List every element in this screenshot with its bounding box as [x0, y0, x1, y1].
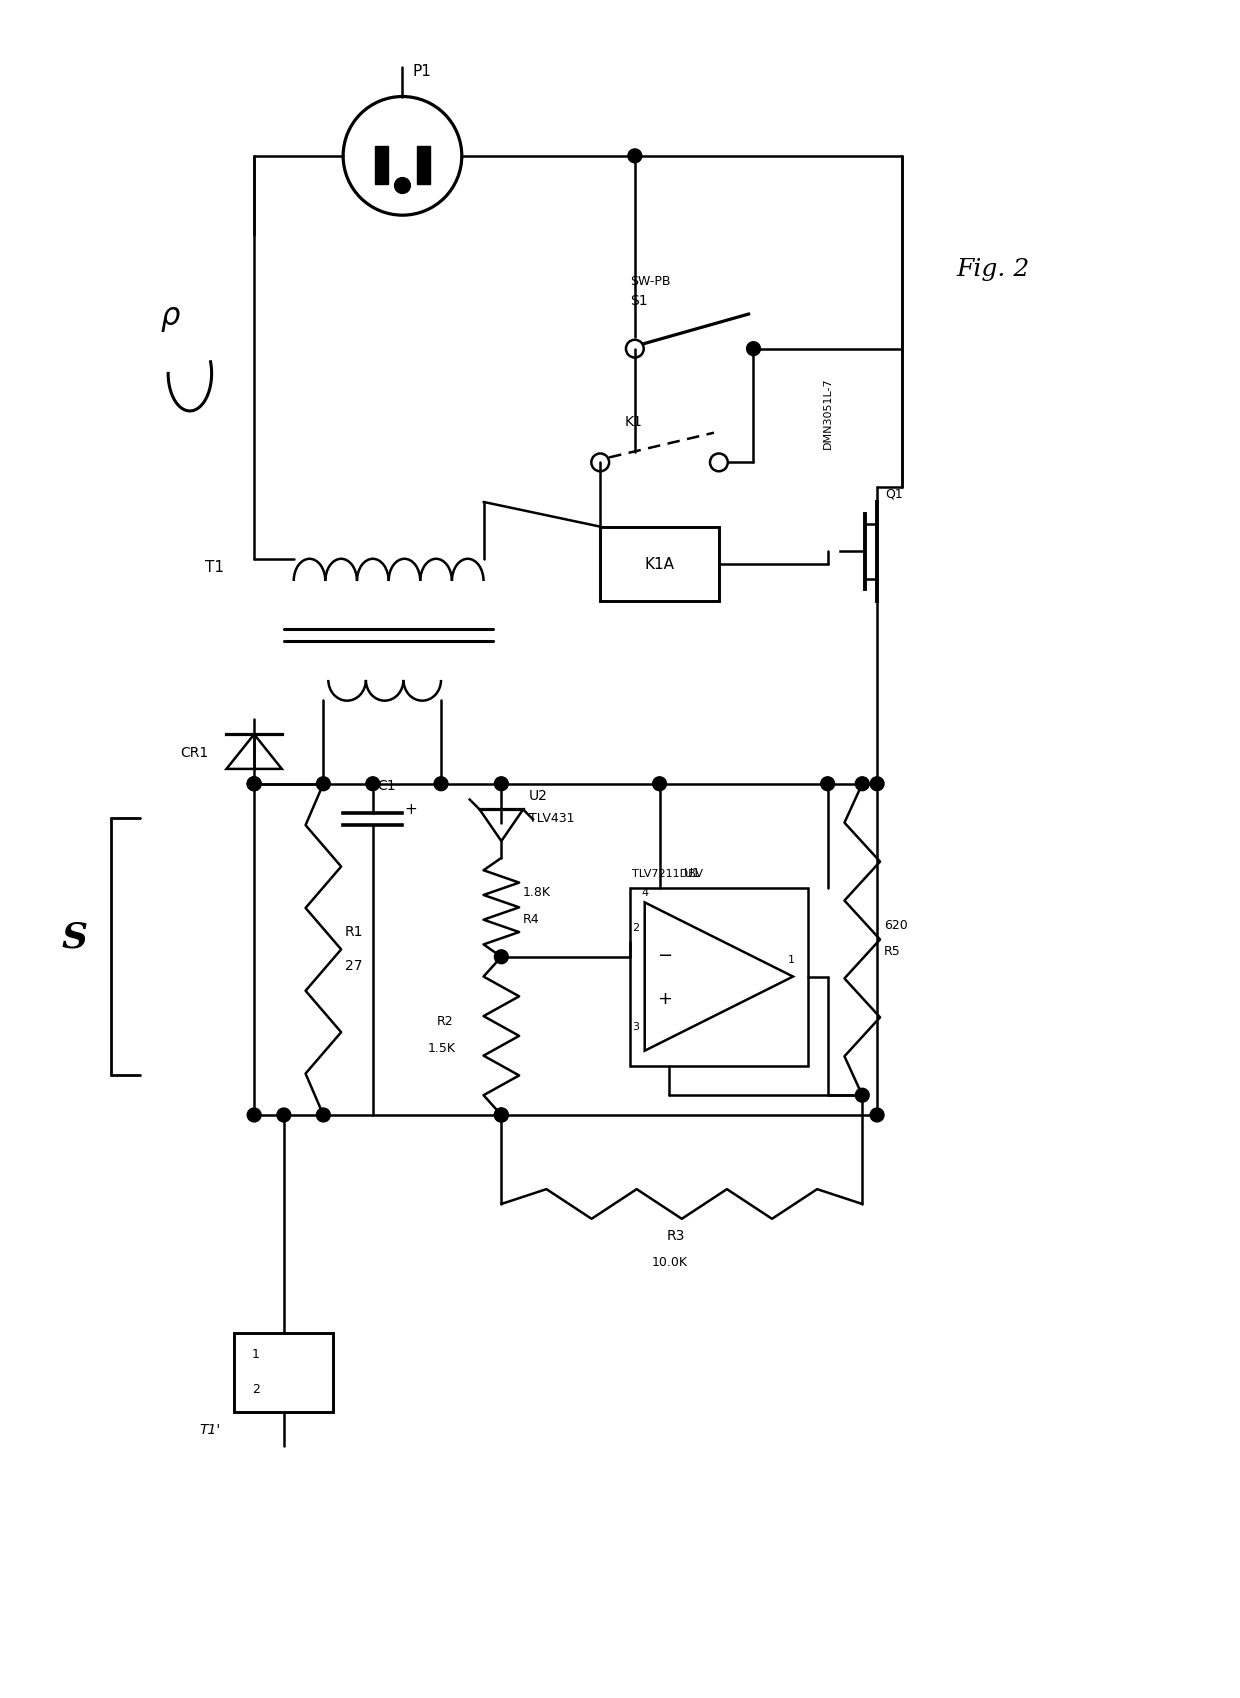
Circle shape — [870, 1109, 884, 1122]
Circle shape — [652, 778, 666, 791]
Text: 1.5K: 1.5K — [428, 1041, 455, 1054]
Text: U2: U2 — [529, 788, 548, 801]
Text: C1: C1 — [378, 778, 397, 793]
Text: R3: R3 — [667, 1228, 686, 1241]
Text: +: + — [404, 801, 417, 817]
Circle shape — [495, 778, 508, 791]
Text: CR1: CR1 — [180, 745, 208, 759]
Circle shape — [247, 1109, 262, 1122]
Circle shape — [495, 1109, 508, 1122]
Circle shape — [277, 1109, 290, 1122]
Circle shape — [856, 778, 869, 791]
Bar — [234, 1333, 334, 1411]
Text: 2: 2 — [632, 922, 639, 932]
Text: T1: T1 — [205, 560, 223, 576]
Bar — [600, 528, 719, 601]
Text: TLV431: TLV431 — [529, 812, 574, 825]
Text: 10.0K: 10.0K — [652, 1255, 688, 1268]
Circle shape — [856, 1088, 869, 1102]
Circle shape — [434, 778, 448, 791]
Text: 1.8K: 1.8K — [523, 886, 551, 898]
Text: 4: 4 — [642, 888, 649, 898]
Text: Q1: Q1 — [885, 487, 903, 501]
Text: K1A: K1A — [645, 557, 675, 572]
Text: U1: U1 — [684, 866, 702, 880]
Text: 2: 2 — [252, 1382, 260, 1396]
Circle shape — [247, 778, 262, 791]
Text: −: − — [657, 946, 672, 964]
Bar — [630, 888, 808, 1066]
Text: S1: S1 — [630, 294, 647, 307]
Text: DMN3051L-7: DMN3051L-7 — [822, 377, 833, 448]
Text: Fig. 2: Fig. 2 — [956, 258, 1029, 280]
Text: 27: 27 — [345, 959, 362, 973]
Text: R4: R4 — [523, 912, 539, 925]
Text: 1: 1 — [252, 1348, 260, 1360]
Text: R2: R2 — [436, 1014, 454, 1027]
Text: 3: 3 — [632, 1022, 639, 1031]
Circle shape — [316, 1109, 330, 1122]
Circle shape — [821, 778, 835, 791]
Circle shape — [316, 778, 330, 791]
Text: $\rho$: $\rho$ — [160, 302, 181, 335]
Circle shape — [495, 951, 508, 964]
Text: 1: 1 — [789, 954, 795, 964]
Text: +: + — [657, 990, 672, 1007]
Text: R5: R5 — [884, 944, 900, 958]
Circle shape — [627, 149, 642, 163]
Text: S: S — [61, 920, 88, 954]
Bar — [418, 146, 430, 185]
Circle shape — [366, 778, 379, 791]
Circle shape — [394, 178, 410, 194]
Circle shape — [495, 1109, 508, 1122]
Text: P1: P1 — [413, 65, 432, 78]
Circle shape — [870, 778, 884, 791]
Text: TLV7211DBV: TLV7211DBV — [632, 868, 703, 878]
Text: 620: 620 — [884, 919, 908, 931]
Text: SW-PB: SW-PB — [630, 275, 671, 289]
Circle shape — [247, 778, 262, 791]
Bar — [374, 146, 388, 185]
Circle shape — [746, 343, 760, 357]
Text: T1': T1' — [200, 1423, 221, 1437]
Text: K1: K1 — [625, 414, 642, 428]
Text: R1: R1 — [345, 924, 363, 937]
